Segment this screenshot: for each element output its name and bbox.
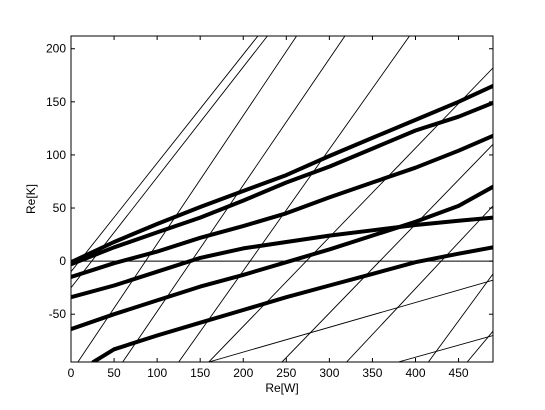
thick-series-line-2 bbox=[71, 133, 493, 279]
thin-series-line-8 bbox=[77, 36, 298, 362]
y-tick-label: 50 bbox=[53, 201, 67, 215]
thin-series-line-16 bbox=[397, 335, 493, 362]
thin-series-line-15 bbox=[208, 279, 493, 362]
x-tick-label: 250 bbox=[276, 366, 296, 380]
thick-series-line-4 bbox=[71, 184, 493, 332]
y-tick-label: 200 bbox=[46, 42, 66, 56]
x-tick-label: 400 bbox=[405, 366, 425, 380]
y-axis-label: Re[K] bbox=[24, 184, 38, 214]
x-tick-label: 50 bbox=[107, 366, 121, 380]
x-tick-label: 200 bbox=[233, 366, 253, 380]
axes-layer: 0 50 100 150 200 250 300 350 400 450 -50 0 50 100 150 2… bbox=[46, 35, 494, 380]
x-tick-label: 0 bbox=[68, 366, 75, 380]
thin-series-line-12 bbox=[281, 143, 493, 362]
x-tick-label: 150 bbox=[190, 366, 210, 380]
thick-series-line-1 bbox=[71, 100, 493, 267]
thick-series-line-5 bbox=[91, 245, 493, 362]
y-tick-label: 150 bbox=[46, 95, 66, 109]
x-axis-label: Re[W] bbox=[265, 381, 298, 395]
thin-series-line-7 bbox=[71, 36, 268, 289]
plot-frame bbox=[70, 35, 494, 363]
thin-series-line-6 bbox=[71, 36, 259, 273]
series-layer bbox=[71, 36, 493, 362]
x-tick-label: 100 bbox=[147, 366, 167, 380]
thin-series-line-10 bbox=[178, 36, 410, 362]
thin-series-line-11 bbox=[208, 67, 493, 362]
x-tick-label: 350 bbox=[362, 366, 382, 380]
thick-series-line-3 bbox=[71, 215, 493, 300]
x-tick-label: 450 bbox=[449, 366, 469, 380]
x-tick-label: 300 bbox=[319, 366, 339, 380]
thin-series-line-9 bbox=[122, 36, 346, 362]
y-tick-label: -50 bbox=[49, 307, 67, 321]
thin-series-line-17 bbox=[466, 330, 493, 362]
y-tick-label: 100 bbox=[46, 148, 66, 162]
thin-series-line-14 bbox=[427, 273, 493, 362]
thick-series-line-0 bbox=[71, 83, 493, 265]
y-tick-label: 0 bbox=[59, 254, 66, 268]
thin-series-line-13 bbox=[346, 205, 493, 362]
